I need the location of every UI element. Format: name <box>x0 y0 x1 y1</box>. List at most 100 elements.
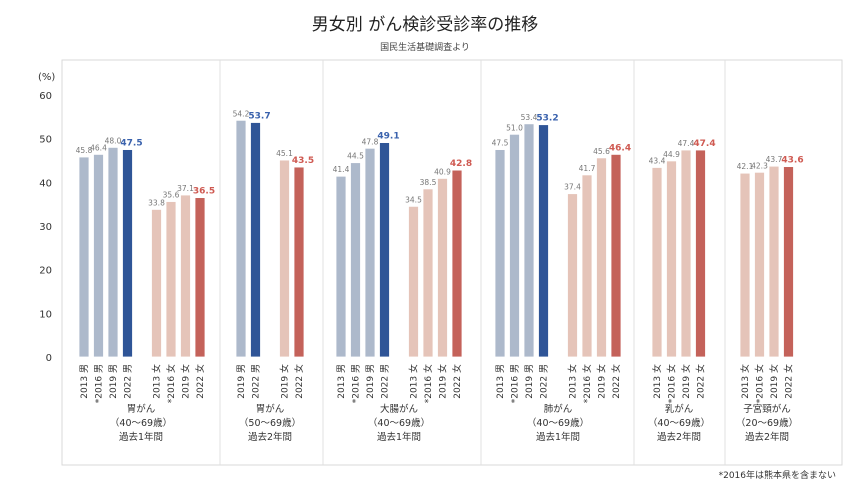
y-axis-unit: (%) <box>38 72 55 83</box>
data-label: 45.6 <box>593 147 610 156</box>
x-tick-label: *2016 女 <box>165 364 177 403</box>
bar <box>695 149 706 358</box>
data-label: 47.4 <box>678 139 695 148</box>
chart-subtitle: 国民生活基礎調査より <box>380 43 470 53</box>
data-label: 45.1 <box>276 149 293 158</box>
data-label: 47.5 <box>492 139 509 148</box>
bar <box>379 142 390 358</box>
bar <box>739 172 751 358</box>
y-tick-label: 40 <box>39 178 52 189</box>
bar <box>293 166 305 358</box>
group-label: 胃がん <box>127 403 156 415</box>
x-tick-label: *2016 男 <box>94 364 105 403</box>
x-tick-label: *2016 女 <box>581 364 593 403</box>
plot-frame <box>61 59 843 466</box>
x-tick-label: 2019 男 <box>236 364 247 399</box>
data-label: 47.5 <box>120 139 142 149</box>
data-label: 38.5 <box>420 178 437 187</box>
bar <box>523 123 535 358</box>
data-label: 46.4 <box>90 143 107 152</box>
x-tick-label: 2022 男 <box>539 364 550 399</box>
x-tick-label: 2013 男 <box>79 364 90 399</box>
y-tick-label: 50 <box>39 135 52 146</box>
x-tick-label: 2013 女 <box>151 364 163 399</box>
group-label: （40～69歳） <box>527 417 589 429</box>
group-label: 過去2年間 <box>657 431 701 443</box>
y-tick-label: 20 <box>39 266 52 277</box>
x-tick-label: 2019 女 <box>437 364 449 399</box>
group-label: （20～69歳） <box>736 417 798 429</box>
group-label: （40～69歳） <box>648 417 710 429</box>
bar <box>680 149 692 358</box>
bar <box>754 171 765 358</box>
x-tick-label: 2013 男 <box>495 364 506 399</box>
x-tick-label: 2013 女 <box>739 364 751 399</box>
x-tick-label: 2019 男 <box>365 364 376 399</box>
bar <box>165 201 177 358</box>
data-label: 41.4 <box>333 165 350 174</box>
bar <box>494 149 506 358</box>
group-label: 過去1年間 <box>119 431 163 443</box>
x-tick-label: 2022 女 <box>194 364 206 399</box>
x-tick-label: 2019 男 <box>108 364 119 399</box>
group-label: 過去2年間 <box>248 431 292 443</box>
data-label: 53.7 <box>248 112 270 122</box>
bar <box>567 193 578 358</box>
group-label: 子宮頸がん <box>743 403 791 415</box>
data-label: 54.2 <box>233 109 250 118</box>
bar <box>538 124 549 358</box>
x-tick-label: 2022 男 <box>251 364 262 399</box>
bar <box>364 147 376 358</box>
data-label: 42.8 <box>450 159 472 169</box>
bar <box>768 165 780 358</box>
bar <box>408 205 419 358</box>
data-label: 42.1 <box>737 162 754 171</box>
y-tick-label: 10 <box>39 309 52 320</box>
bar <box>581 174 593 358</box>
x-tick-label: *2016 女 <box>422 364 434 403</box>
data-label: 43.7 <box>766 155 783 164</box>
bar <box>194 197 206 358</box>
x-tick-label: *2016 男 <box>510 364 521 403</box>
group-label: 過去2年間 <box>745 431 789 443</box>
group-label: 乳がん <box>665 403 694 415</box>
x-tick-label: 2013 女 <box>651 364 663 399</box>
bar <box>180 194 191 358</box>
data-label: 41.7 <box>579 164 596 173</box>
data-label: 34.5 <box>405 195 422 204</box>
data-label: 51.0 <box>506 123 523 132</box>
bar <box>437 178 448 358</box>
bar <box>235 119 247 358</box>
data-label: 37.4 <box>564 183 581 192</box>
bar <box>122 149 133 358</box>
data-label: 33.8 <box>148 198 165 207</box>
x-tick-label: 2022 女 <box>695 364 707 399</box>
group-label: （40～69歳） <box>110 417 172 429</box>
data-label: 45.8 <box>76 146 93 155</box>
data-label: 46.4 <box>609 143 631 153</box>
y-tick-label: 0 <box>46 353 52 364</box>
data-label: 42.3 <box>751 161 768 170</box>
bar <box>451 169 463 358</box>
x-tick-label: 2022 男 <box>380 364 391 399</box>
bar <box>279 159 290 358</box>
x-tick-label: 2019 女 <box>279 364 291 399</box>
x-tick-label: 2022 女 <box>293 364 305 399</box>
bar <box>250 122 261 358</box>
bar <box>78 156 90 358</box>
group-label: 過去1年間 <box>536 431 580 443</box>
data-label: 37.1 <box>177 184 194 193</box>
data-label: 47.4 <box>693 139 715 149</box>
x-tick-label: 2019 女 <box>596 364 608 399</box>
group-label: （40～69歳） <box>368 417 430 429</box>
data-label: 40.9 <box>434 167 451 176</box>
x-tick-label: 2013 女 <box>408 364 420 399</box>
y-tick-label: 60 <box>39 91 52 102</box>
data-label: 35.6 <box>163 191 180 200</box>
data-label: 36.5 <box>193 187 215 197</box>
group-label: （50～69歳） <box>239 417 301 429</box>
bar <box>422 188 434 358</box>
data-label: 43.5 <box>292 156 314 166</box>
chart-title: 男女別 がん検診受診率の推移 <box>311 15 539 35</box>
